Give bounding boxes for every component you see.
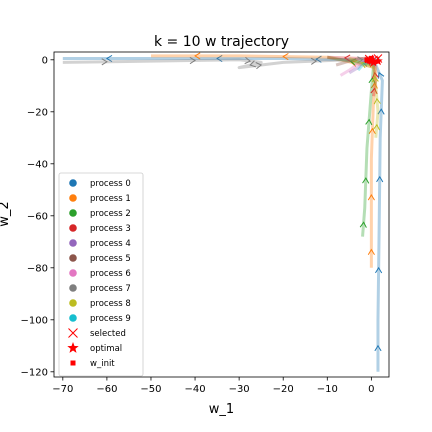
y-tick-label: −120 bbox=[21, 367, 48, 378]
legend-label: process 6 bbox=[90, 269, 131, 279]
y-tick-label: 0 bbox=[42, 55, 48, 66]
legend-label: process 3 bbox=[90, 224, 131, 234]
x-tick-label: −10 bbox=[317, 384, 338, 395]
legend-label: process 5 bbox=[90, 254, 131, 264]
legend-marker bbox=[69, 314, 77, 322]
legend-marker bbox=[69, 209, 77, 217]
legend-label: optimal bbox=[90, 344, 122, 354]
chart-title: k = 10 w trajectory bbox=[154, 34, 289, 50]
legend-label: process 7 bbox=[90, 284, 131, 294]
y-tick-label: −40 bbox=[27, 159, 48, 170]
y-axis-title: w_2 bbox=[0, 201, 12, 226]
legend-label: process 2 bbox=[90, 209, 131, 219]
x-tick-label: −30 bbox=[229, 384, 250, 395]
legend-marker bbox=[71, 361, 76, 366]
y-tick-label: −60 bbox=[27, 211, 48, 222]
legend-label: process 0 bbox=[90, 179, 131, 189]
legend: process 0 process 1 process 2 process 3 proc… bbox=[59, 173, 143, 376]
x-tick-label: 0 bbox=[368, 384, 374, 395]
legend-marker bbox=[69, 239, 77, 247]
legend-marker bbox=[69, 284, 77, 292]
legend-label: process 1 bbox=[90, 194, 131, 204]
x-tick-label: −20 bbox=[273, 384, 294, 395]
legend-marker bbox=[69, 179, 77, 187]
x-tick-label: −40 bbox=[184, 384, 205, 395]
x-tick-label: −70 bbox=[52, 384, 73, 395]
legend-label: w_init bbox=[90, 359, 115, 369]
y-tick-label: −20 bbox=[27, 107, 48, 118]
x-tick-label: −60 bbox=[96, 384, 117, 395]
legend-marker bbox=[69, 254, 77, 262]
legend-marker bbox=[69, 194, 77, 202]
legend-label: process 8 bbox=[90, 299, 131, 309]
legend-marker bbox=[69, 299, 77, 307]
legend-label: selected bbox=[90, 329, 126, 339]
y-tick-label: −100 bbox=[21, 315, 48, 326]
w-init-marker bbox=[369, 56, 374, 61]
legend-marker bbox=[69, 269, 77, 277]
x-tick-label: −50 bbox=[140, 384, 161, 395]
y-tick-label: −80 bbox=[27, 263, 48, 274]
legend-label: process 4 bbox=[90, 239, 131, 249]
x-axis-title: w_1 bbox=[209, 402, 234, 417]
legend-marker bbox=[69, 224, 77, 232]
legend-label: process 9 bbox=[90, 314, 131, 324]
